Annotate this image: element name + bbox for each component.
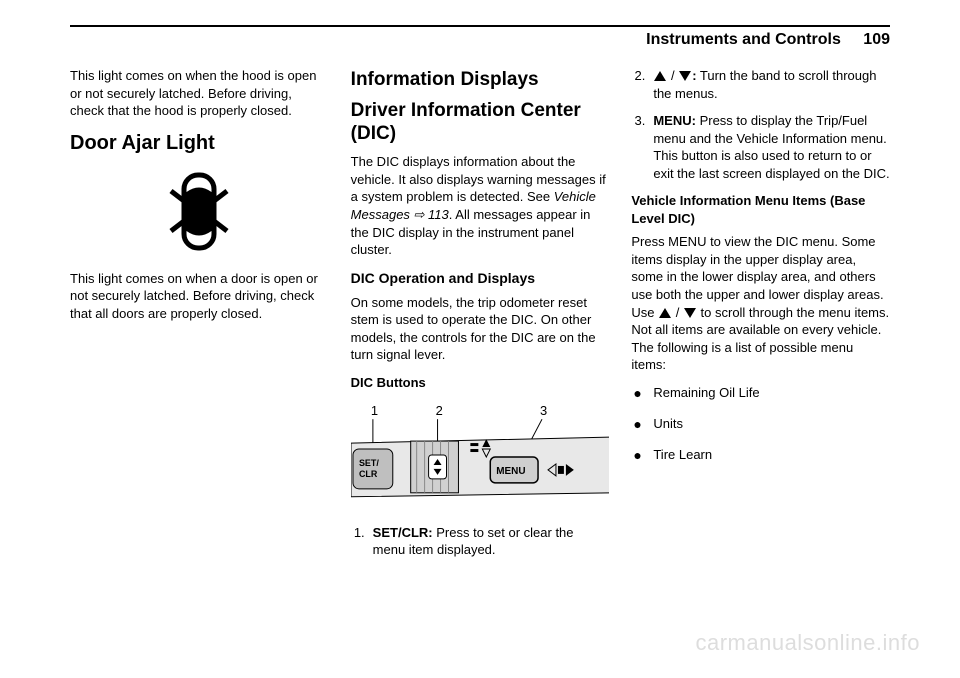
dic-op-text: On some models, the trip odometer reset … — [351, 294, 610, 364]
step-1-bold: SET/CLR: — [373, 525, 433, 540]
column-3: 2. / : Turn the band to scroll through t… — [631, 67, 890, 569]
watermark: carmanualsonline.info — [695, 630, 920, 656]
vim-heading: Vehicle Information Menu Items (Base Lev… — [631, 192, 890, 227]
list-item: ●Tire Learn — [631, 446, 890, 465]
bullet-2: Units — [653, 415, 683, 433]
callout-2: 2 — [435, 404, 442, 419]
door-ajar-icon — [164, 169, 234, 254]
bullet-dot: ● — [631, 415, 653, 434]
list-item: ●Remaining Oil Life — [631, 384, 890, 403]
dic-heading: Driver Information Center (DIC) — [351, 100, 610, 146]
vim-paragraph: Press MENU to view the DIC menu. Some it… — [631, 233, 890, 373]
step-2-sep: / — [667, 68, 678, 83]
manual-page: Instruments and Controls 109 This light … — [0, 0, 960, 589]
step-1-body: SET/CLR: Press to set or clear the menu … — [373, 524, 610, 559]
hood-text: This light comes on when the hood is ope… — [70, 67, 329, 120]
column-1: This light comes on when the hood is ope… — [70, 67, 329, 569]
step-2-num: 2. — [631, 67, 653, 102]
svg-text:SET/: SET/ — [359, 458, 379, 468]
bullet-dot: ● — [631, 384, 653, 403]
step-3-num: 3. — [631, 112, 653, 182]
callout-1: 1 — [371, 404, 378, 419]
door-text: This light comes on when a door is open … — [70, 270, 329, 323]
vim-mid: / — [672, 305, 683, 320]
svg-text:MENU: MENU — [496, 466, 525, 477]
dic-buttons-heading: DIC Buttons — [351, 374, 610, 392]
bullet-dot: ● — [631, 446, 653, 465]
list-item: ●Units — [631, 415, 890, 434]
dic-intro: The DIC displays information about the v… — [351, 153, 610, 258]
step-1-num: 1. — [351, 524, 373, 559]
step-2: 2. / : Turn the band to scroll through t… — [631, 67, 890, 102]
section-name: Instruments and Controls — [646, 31, 841, 48]
content-columns: This light comes on when the hood is ope… — [70, 67, 890, 569]
dic-op-heading: DIC Operation and Displays — [351, 269, 610, 288]
menu-items-list: ●Remaining Oil Life ●Units ●Tire Learn — [631, 384, 890, 465]
info-displays-heading: Information Displays — [351, 69, 610, 92]
dic-buttons-diagram: 1 2 3 SET/ CLR — [351, 401, 610, 511]
step-3-body: MENU: Press to display the Trip/Fuel men… — [653, 112, 890, 182]
triangle-up-icon — [659, 308, 671, 318]
triangle-down-icon — [684, 308, 696, 318]
page-header: Instruments and Controls 109 — [70, 31, 890, 55]
step-list-1: 1. SET/CLR: Press to set or clear the me… — [351, 524, 610, 559]
step-2-body: / : Turn the band to scroll through the … — [653, 67, 890, 102]
step-3: 3. MENU: Press to display the Trip/Fuel … — [631, 112, 890, 182]
column-2: Information Displays Driver Information … — [351, 67, 610, 569]
step-list-2: 2. / : Turn the band to scroll through t… — [631, 67, 890, 182]
bullet-1: Remaining Oil Life — [653, 384, 759, 402]
triangle-down-icon — [679, 71, 691, 81]
door-ajar-heading: Door Ajar Light — [70, 130, 329, 157]
triangle-up-icon — [654, 71, 666, 81]
svg-text:CLR: CLR — [359, 469, 378, 479]
page-number: 109 — [863, 31, 890, 48]
step-1: 1. SET/CLR: Press to set or clear the me… — [351, 524, 610, 559]
step-3-bold: MENU: — [653, 113, 696, 128]
callout-3: 3 — [540, 404, 547, 419]
header-rule — [70, 25, 890, 27]
bullet-3: Tire Learn — [653, 446, 712, 464]
